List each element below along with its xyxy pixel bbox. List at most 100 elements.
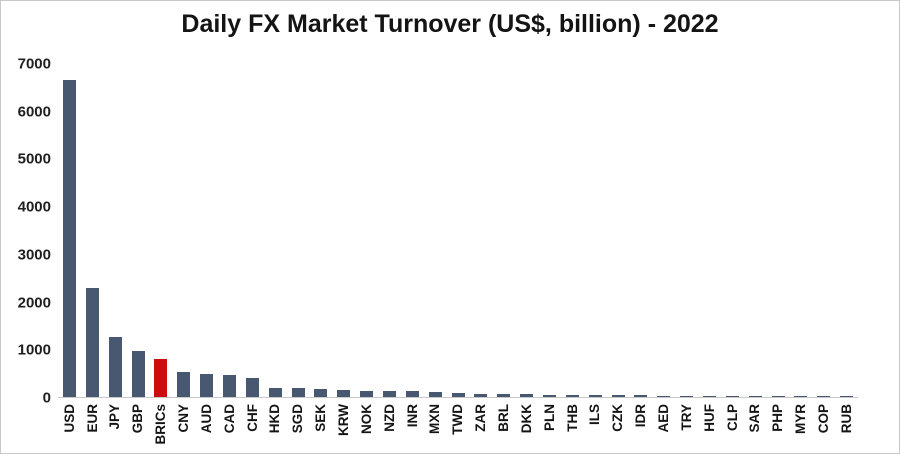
bar-slot-DKK [515,64,538,397]
bar-slot-COP [812,64,835,397]
bar-slot-MYR [790,64,813,397]
x-tick-slot-SGD: SGD [287,404,310,445]
x-tick-slot-HKD: HKD [264,404,287,445]
y-tick-label-0: 0 [42,389,51,407]
x-tick-slot-TWD: TWD [447,404,470,445]
x-tick-label-NZD: NZD [381,404,397,432]
x-tick-slot-DKK: DKK [515,404,538,445]
x-tick-label-CZK: CZK [610,404,626,432]
x-tick-label-MXN: MXN [427,404,443,434]
x-tick-label-PHP: PHP [770,404,786,432]
x-tick-label-THB: THB [564,404,580,432]
x-tick-slot-KRW: KRW [332,404,355,445]
bar-slot-CAD [218,64,241,397]
x-tick-label-ZAR: ZAR [473,404,489,432]
x-tick-slot-PHP: PHP [767,404,790,445]
x-tick-label-SEK: SEK [313,404,329,432]
bar-MYR [794,396,808,397]
x-tick-label-AED: AED [656,404,672,433]
x-tick-slot-THB: THB [561,404,584,445]
bar-BRL [497,394,511,397]
bar-slot-EUR [81,64,104,397]
x-tick-label-MYR: MYR [793,404,809,434]
x-tick-slot-IDR: IDR [629,404,652,445]
bar-slot-SAR [744,64,767,397]
x-tick-slot-CNY: CNY [172,404,195,445]
x-tick-label-INR: INR [404,404,420,428]
bar-slot-INR [401,64,424,397]
y-tick-label-5000: 5000 [17,150,51,168]
bar-NZD [382,391,396,397]
bar-PLN [542,394,556,397]
bar-SEK [314,388,328,397]
x-tick-label-JPY: JPY [107,404,123,430]
bar-slot-KRW [332,64,355,397]
x-tick-label-SGD: SGD [290,404,306,434]
bar-IDR [634,395,648,397]
x-tick-label-AUD: AUD [198,404,214,434]
bar-slot-BRICs [149,64,172,397]
bar-slot-SEK [309,64,332,397]
x-tick-slot-SAR: SAR [744,404,767,445]
bar-slot-USD [58,64,81,397]
chart-title: Daily FX Market Turnover (US$, billion) … [181,10,719,38]
y-tick-label-7000: 7000 [17,55,51,73]
bar-AED [657,395,671,397]
x-tick-slot-USD: USD [58,404,81,445]
x-tick-slot-SEK: SEK [309,404,332,445]
bar-KRW [337,390,351,397]
x-tick-slot-AUD: AUD [195,404,218,445]
x-tick-slot-ILS: ILS [584,404,607,445]
bar-series [58,64,858,397]
x-tick-slot-PLN: PLN [538,404,561,445]
bar-RUB [840,396,854,397]
bar-EUR [85,287,99,397]
x-tick-label-EUR: EUR [84,404,100,433]
bar-BRICs [154,358,168,397]
bar-USD [62,80,76,397]
x-tick-label-USD: USD [61,404,77,433]
x-tick-label-CLP: CLP [724,404,740,431]
bar-slot-JPY [104,64,127,397]
x-tick-slot-NZD: NZD [378,404,401,445]
x-tick-label-COP: COP [816,404,832,434]
y-tick-label-6000: 6000 [17,103,51,121]
bar-COP [817,396,831,397]
x-tick-slot-MXN: MXN [424,404,447,445]
x-tick-slot-GBP: GBP [127,404,150,445]
x-tick-slot-ZAR: ZAR [469,404,492,445]
x-tick-slot-BRL: BRL [492,404,515,445]
bar-CHF [245,378,259,397]
bar-slot-CZK [607,64,630,397]
bar-slot-PLN [538,64,561,397]
bar-CAD [222,374,236,397]
x-tick-slot-NOK: NOK [355,404,378,445]
x-tick-label-PLN: PLN [541,404,557,431]
x-tick-slot-CZK: CZK [607,404,630,445]
x-tick-label-CHF: CHF [244,404,260,432]
bar-slot-SGD [287,64,310,397]
bar-slot-BRL [492,64,515,397]
x-tick-label-BRICs: BRICs [153,404,169,445]
x-tick-slot-INR: INR [401,404,424,445]
x-tick-label-HKD: HKD [267,404,283,434]
x-tick-slot-HUF: HUF [698,404,721,445]
bar-slot-CNY [172,64,195,397]
x-tick-label-CAD: CAD [221,404,237,434]
x-tick-label-ILS: ILS [587,404,603,426]
bar-slot-PHP [767,64,790,397]
bar-TWD [451,392,465,397]
x-tick-label-HUF: HUF [701,404,717,432]
bar-THB [565,394,579,397]
x-axis-tick-labels: USD EUR JPY GBP BRICs CNY AUD CAD CHF HKD SGD SEK KR… [58,404,858,445]
bar-slot-ZAR [469,64,492,397]
bar-MXN [428,391,442,397]
bar-PHP [771,396,785,397]
bar-ZAR [474,393,488,397]
x-tick-label-TWD: TWD [450,404,466,435]
y-tick-label-3000: 3000 [17,246,51,264]
y-tick-label-1000: 1000 [17,341,51,359]
bar-JPY [108,337,122,397]
x-tick-label-CNY: CNY [175,404,191,433]
x-tick-label-KRW: KRW [335,404,351,436]
